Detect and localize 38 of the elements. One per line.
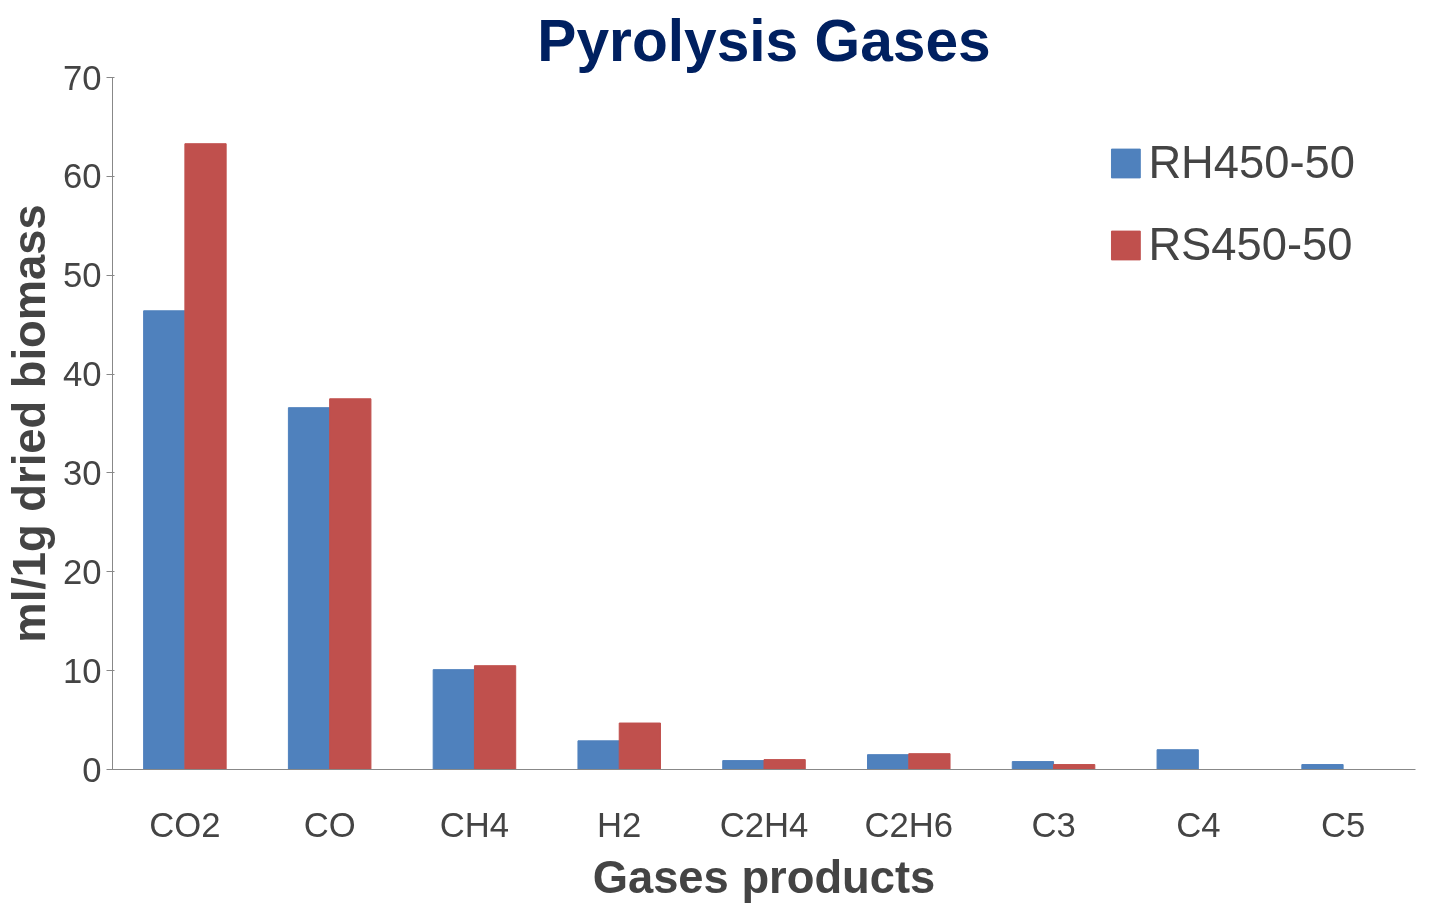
x-tick-label: C4 <box>1176 805 1221 844</box>
x-tick-label: CO <box>303 805 356 844</box>
y-tick-label: 0 <box>82 750 102 789</box>
x-tick-label: CH4 <box>439 805 510 844</box>
y-tick-label: 30 <box>62 453 102 492</box>
legend-label: RH450-50 <box>1148 137 1355 189</box>
y-tick-label: 40 <box>62 355 102 394</box>
x-tick-label: CO2 <box>149 805 221 844</box>
legend-label: RS450-50 <box>1148 219 1353 271</box>
x-tick-label: C5 <box>1320 805 1366 844</box>
y-tick-label: 70 <box>62 58 102 97</box>
bar <box>1053 764 1096 770</box>
bar <box>184 143 227 770</box>
chart-title: Pyrolysis Gases <box>537 7 991 73</box>
y-tick-label: 10 <box>62 651 102 690</box>
bar <box>287 407 331 770</box>
x-tick-label: C3 <box>1031 805 1076 844</box>
bar <box>1301 764 1344 770</box>
bar <box>143 310 186 770</box>
bar <box>867 754 910 770</box>
bar <box>722 760 765 770</box>
x-axis-title: Gases products <box>592 851 936 903</box>
y-axis-title: ml/1g dried biomass <box>3 204 55 643</box>
y-tick-label: 20 <box>62 552 102 591</box>
bar <box>473 665 517 770</box>
x-tick-label: H2 <box>597 805 642 844</box>
bar <box>432 669 475 770</box>
y-tick-label: 50 <box>62 256 102 295</box>
y-tick-label: 60 <box>62 157 102 196</box>
bar <box>618 722 661 770</box>
x-tick-label: C2H4 <box>719 805 809 844</box>
x-tick-label: C2H6 <box>864 805 954 844</box>
bar <box>1156 749 1199 770</box>
bar <box>1011 761 1055 770</box>
bar <box>577 740 620 770</box>
bar <box>329 398 372 770</box>
bar <box>908 753 951 770</box>
bar <box>763 759 806 770</box>
